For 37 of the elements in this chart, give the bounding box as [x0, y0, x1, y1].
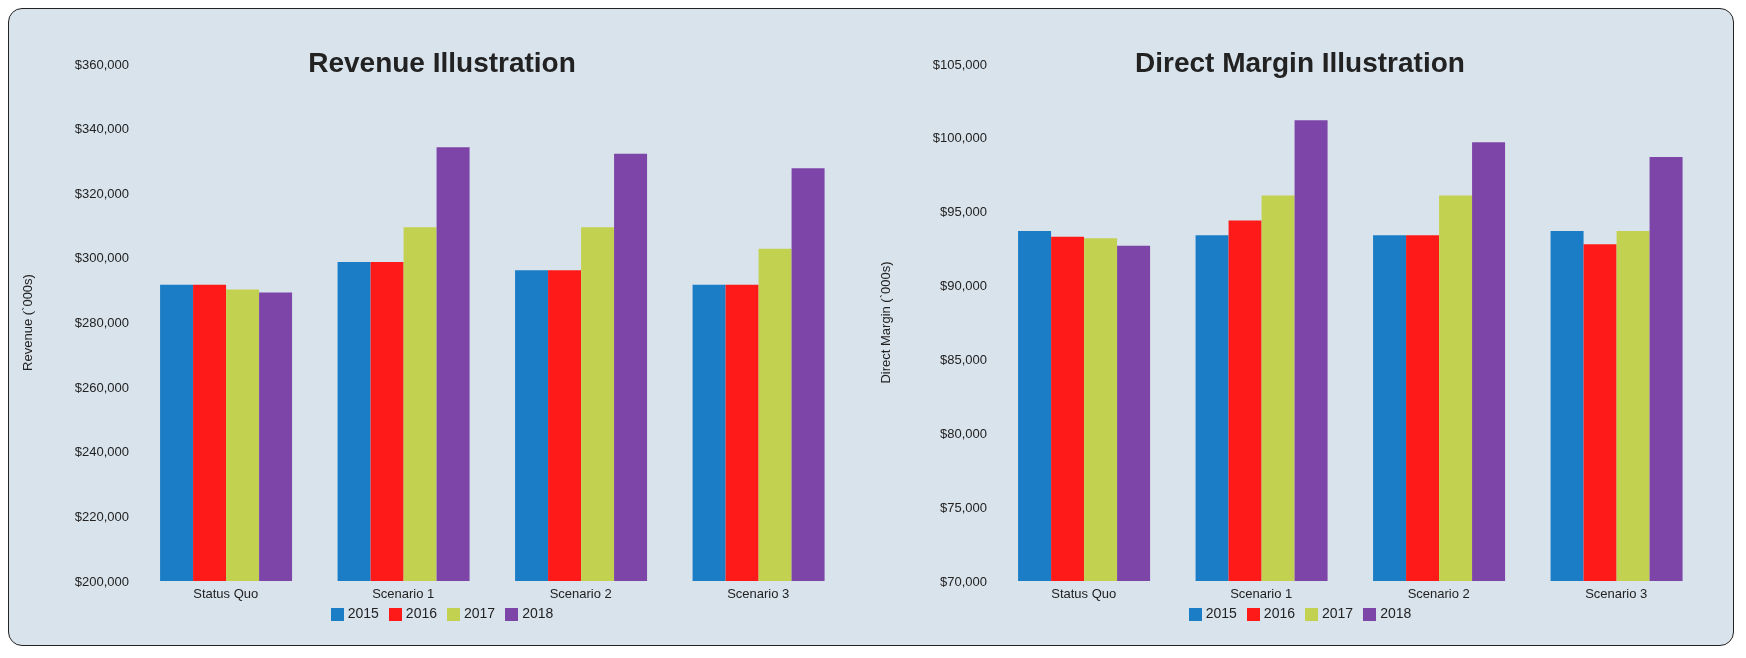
y-tick-label: $280,000 — [74, 315, 129, 331]
y-tick-label: $105,000 — [932, 56, 987, 72]
y-tick-label: $220,000 — [74, 508, 129, 524]
y-tick-label: $300,000 — [74, 250, 129, 266]
x-tick-label: Status Quo — [193, 586, 259, 602]
y-tick-label: $340,000 — [74, 121, 129, 137]
legend-label: 2017 — [1322, 605, 1354, 621]
y-tick-label: $360,000 — [74, 56, 129, 72]
y-tick-label: $320,000 — [74, 185, 129, 201]
y-tick-label: $200,000 — [74, 573, 129, 589]
legend-label: 2016 — [1263, 605, 1295, 621]
y-tick-label: $90,000 — [940, 278, 987, 294]
x-tick-label: Scenario 1 — [372, 586, 435, 602]
y-tick-label: $80,000 — [940, 425, 987, 441]
legend-label: 2018 — [522, 605, 554, 621]
legend-label: 2015 — [347, 605, 379, 621]
y-tick-label: $260,000 — [74, 379, 129, 395]
x-tick-label: Scenario 2 — [549, 586, 612, 602]
y-axis-title: Revenue (`000s) — [19, 274, 35, 371]
y-tick-label: $240,000 — [74, 444, 129, 460]
x-tick-label: Scenario 3 — [727, 586, 790, 602]
legend-label: 2015 — [1205, 605, 1237, 621]
chart-title: Revenue Illustration — [308, 47, 576, 78]
x-tick-label: Status Quo — [1051, 586, 1117, 602]
y-axis-title: Direct Margin (`000s) — [877, 261, 893, 384]
y-tick-label: $95,000 — [940, 204, 987, 220]
x-tick-label: Scenario 3 — [1585, 586, 1648, 602]
chart-title: Direct Margin Illustration — [1135, 47, 1465, 78]
x-tick-label: Scenario 2 — [1407, 586, 1470, 602]
y-tick-label: $70,000 — [940, 573, 987, 589]
legend-label: 2016 — [405, 605, 437, 621]
y-tick-label: $85,000 — [940, 352, 987, 368]
legend-label: 2018 — [1380, 605, 1412, 621]
y-tick-label: $100,000 — [932, 130, 987, 146]
y-tick-label: $75,000 — [940, 499, 987, 515]
x-tick-label: Scenario 1 — [1230, 586, 1293, 602]
legend-label: 2017 — [464, 605, 496, 621]
